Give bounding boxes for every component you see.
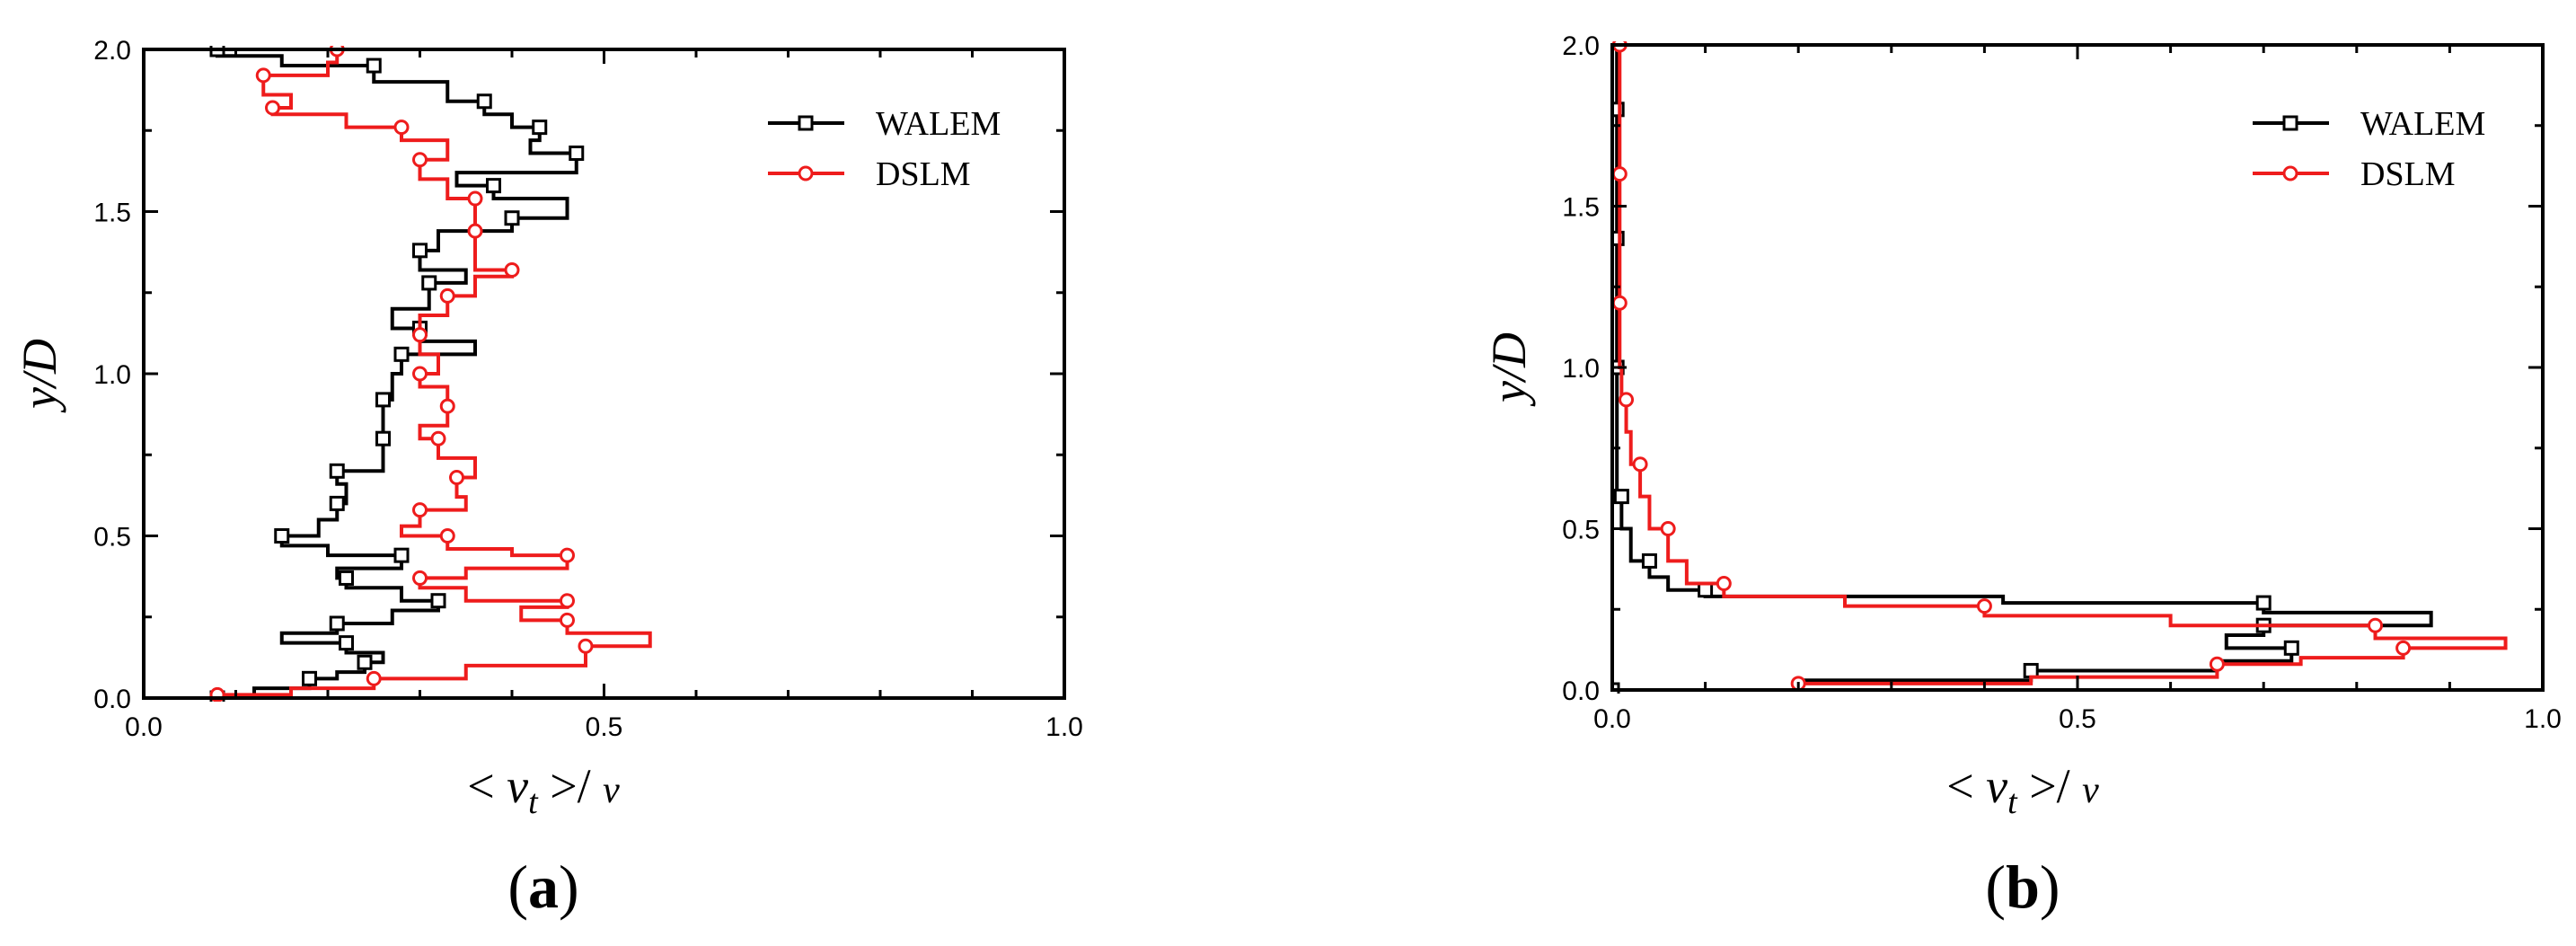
data-point-walem [329, 495, 345, 511]
data-point-walem [393, 346, 410, 362]
data-point-walem [2283, 640, 2299, 656]
data-point-dslm [1612, 166, 1628, 182]
data-point-dslm [560, 593, 575, 609]
data-point-dslm [1632, 456, 1648, 473]
data-point-walem [486, 178, 501, 194]
data-point-dslm [412, 152, 428, 168]
data-point-walem [2255, 595, 2272, 611]
data-point-walem [1613, 489, 1629, 505]
series-line-dslm [153, 49, 652, 700]
legend-label-walem: WALEM [2360, 105, 2485, 143]
y-tick-label: 1.0 [1562, 354, 1600, 384]
data-point-dslm [578, 638, 594, 654]
y-axis-label: y/D [1482, 332, 1536, 407]
data-point-dslm [439, 287, 455, 304]
series-line-walem [216, 49, 578, 700]
series-group [1612, 41, 2508, 694]
data-point-dslm [1612, 295, 1628, 311]
y-tick-label: 0.5 [93, 523, 131, 553]
y-tick-label: 1.0 [93, 360, 131, 390]
x-tick-label: 1.0 [2524, 704, 2562, 734]
data-point-dslm [439, 398, 455, 414]
data-point-dslm [2395, 640, 2412, 656]
data-point-walem [532, 119, 548, 136]
data-point-dslm [255, 67, 271, 84]
data-point-dslm [449, 470, 464, 486]
x-axis-label: < vt >/ v [467, 759, 620, 821]
legend-marker-dslm [2282, 165, 2298, 181]
data-point-walem [329, 615, 345, 632]
data-point-walem [339, 570, 354, 586]
data-point-dslm [467, 190, 483, 207]
data-point-walem [1698, 582, 1714, 598]
panel-label: (b) [1985, 853, 2060, 921]
legend-marker-walem [2282, 115, 2298, 131]
data-point-walem [302, 670, 317, 686]
data-point-walem [375, 430, 391, 446]
x-tick-label: 0.5 [586, 712, 623, 742]
legend-label-dslm: DSLM [2360, 155, 2456, 193]
data-point-dslm [393, 119, 410, 136]
data-point-dslm [430, 430, 446, 446]
data-point-dslm [412, 502, 428, 518]
series-line-walem [1612, 45, 2433, 692]
data-point-walem [430, 593, 446, 609]
data-point-walem [2023, 662, 2039, 678]
x-tick-label: 1.0 [1045, 712, 1083, 742]
data-point-dslm [1716, 576, 1732, 592]
x-tick-label: 0.5 [2059, 704, 2096, 734]
data-point-dslm [560, 612, 575, 628]
data-point-dslm [412, 570, 428, 586]
data-point-dslm [1660, 521, 1676, 536]
panel-label: (a) [507, 853, 578, 921]
legend-marker-dslm [798, 165, 814, 181]
x-tick-label: 0.0 [1593, 704, 1631, 734]
y-tick-label: 0.0 [1562, 676, 1600, 706]
y-axis-label: y/D [13, 339, 66, 413]
x-tick-label: 0.0 [125, 712, 163, 742]
data-point-walem [339, 635, 354, 651]
data-point-walem [329, 463, 345, 479]
series-group [153, 46, 652, 702]
data-point-dslm [1976, 598, 1992, 614]
data-point-walem [412, 243, 428, 259]
data-point-walem [393, 547, 410, 563]
data-point-walem [504, 210, 520, 226]
data-point-walem [375, 392, 391, 408]
data-point-walem [274, 528, 290, 544]
data-point-dslm [412, 366, 428, 382]
data-point-dslm [1619, 392, 1635, 408]
data-point-dslm [265, 100, 280, 116]
data-point-dslm [467, 223, 483, 239]
data-point-dslm [2368, 617, 2384, 633]
y-tick-label: 0.5 [1562, 516, 1600, 545]
y-tick-label: 1.5 [1562, 193, 1600, 223]
y-tick-label: 2.0 [1562, 31, 1600, 61]
legend-marker-walem [798, 115, 814, 131]
data-point-dslm [2209, 656, 2225, 672]
legend-label-walem: WALEM [876, 105, 1001, 143]
data-point-walem [357, 654, 373, 670]
data-point-dslm [412, 327, 428, 343]
plot-frame [142, 48, 1066, 700]
chart-panel-b: 0.0 0.5 1.0 0.0 0.5 1.0 1.5 2.0 WALEM DSLM < vt >/… [1482, 31, 2562, 921]
data-point-dslm [504, 261, 520, 278]
y-tick-label: 2.0 [93, 36, 131, 66]
y-tick-label: 1.5 [93, 199, 131, 228]
legend-label-dslm: DSLM [876, 155, 971, 193]
data-point-walem [569, 146, 585, 162]
chart-panel-a: 0.0 0.5 1.0 0.0 0.5 1.0 1.5 2.0 WALEM DSLM < vt >/… [13, 36, 1083, 921]
data-point-dslm [366, 670, 382, 686]
data-point-dslm [439, 528, 455, 544]
data-point-dslm [560, 547, 575, 563]
data-point-walem [476, 93, 492, 110]
x-axis-label: < vt >/ v [1946, 759, 2099, 821]
y-tick-label: 0.0 [93, 685, 131, 714]
data-point-walem [366, 57, 382, 74]
data-point-walem [1641, 553, 1657, 569]
data-point-walem [421, 275, 437, 291]
